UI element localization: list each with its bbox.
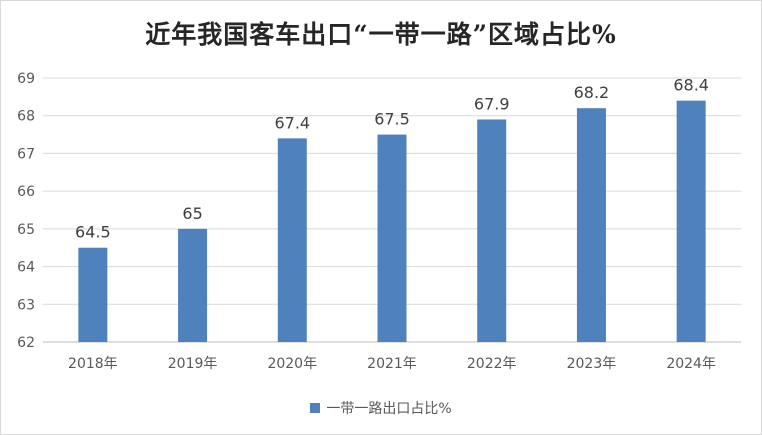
bar	[477, 119, 507, 342]
bar	[78, 247, 108, 342]
x-tick-label: 2024年	[666, 356, 716, 372]
data-label: 67.5	[374, 110, 410, 129]
legend: 一带一路出口占比%	[1, 398, 761, 418]
y-tick-label: 62	[17, 335, 35, 351]
data-label: 67.9	[474, 94, 510, 113]
y-tick-label: 65	[17, 222, 35, 238]
legend-label: 一带一路出口占比%	[326, 401, 452, 417]
data-label: 68.2	[574, 83, 610, 102]
y-tick-label: 66	[17, 184, 35, 200]
y-tick-label: 67	[17, 146, 35, 162]
y-tick-label: 64	[17, 260, 35, 276]
data-label: 65	[182, 204, 202, 223]
data-label: 64.5	[75, 223, 111, 242]
bar	[377, 134, 407, 342]
data-label: 67.4	[274, 113, 310, 132]
x-tick-label: 2022年	[467, 356, 517, 372]
bar	[178, 228, 208, 342]
x-tick-label: 2021年	[367, 356, 417, 372]
x-tick-label: 2020年	[267, 356, 317, 372]
y-tick-label: 63	[17, 297, 35, 313]
bar	[576, 108, 606, 343]
x-tick-label: 2018年	[68, 356, 118, 372]
legend-swatch	[310, 403, 321, 413]
y-tick-label: 68	[17, 109, 35, 125]
data-label: 68.4	[673, 76, 709, 95]
y-tick-label: 69	[17, 71, 35, 87]
x-tick-label: 2023年	[567, 356, 617, 372]
bar	[277, 138, 307, 342]
bar	[676, 100, 706, 342]
x-tick-label: 2019年	[168, 356, 218, 372]
chart-title: 近年我国客车出口“一带一路”区域占比%	[145, 20, 617, 49]
